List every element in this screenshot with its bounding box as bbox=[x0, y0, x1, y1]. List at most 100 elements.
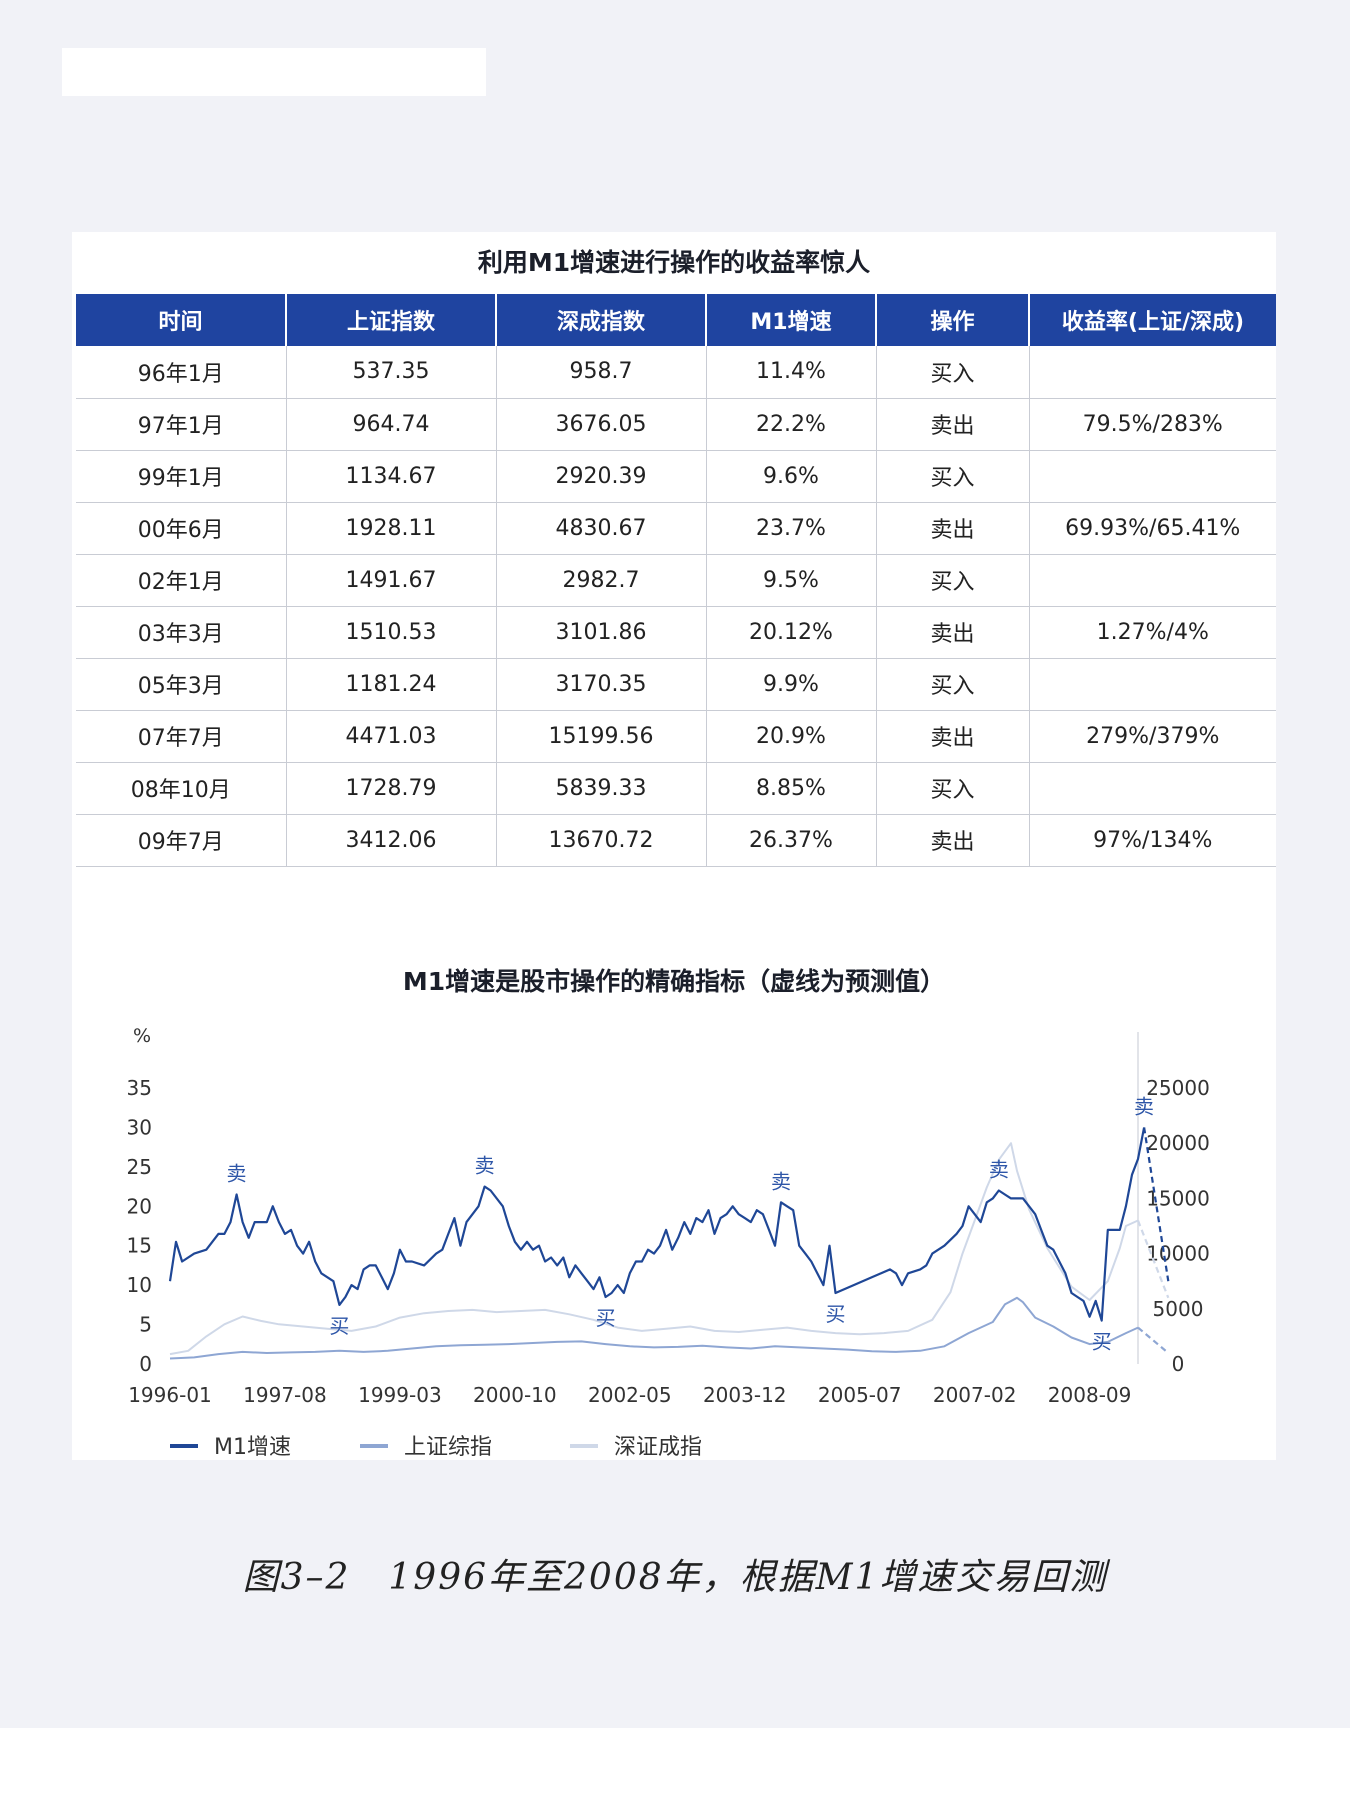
trade-annotation: 卖 bbox=[227, 1161, 247, 1185]
cell-shanghai: 1728.79 bbox=[285, 762, 496, 815]
redacted-header-block bbox=[62, 48, 486, 96]
cell-action: 卖出 bbox=[875, 398, 1029, 451]
cell-time: 97年1月 bbox=[76, 398, 286, 451]
cell-action: 买入 bbox=[875, 554, 1029, 607]
table-header-row: 时间 上证指数 深成指数 M1增速 操作 收益率(上证/深成) bbox=[76, 294, 1276, 346]
legend-label: M1增速 bbox=[214, 1435, 291, 1460]
cell-shenzhen: 958.7 bbox=[495, 346, 706, 399]
right-tick-label: 5000 bbox=[1153, 1297, 1204, 1321]
cell-time: 02年1月 bbox=[76, 554, 286, 607]
series-line-0 bbox=[168, 1127, 1146, 1322]
cell-shenzhen: 2920.39 bbox=[495, 450, 706, 503]
cell-return bbox=[1028, 762, 1276, 815]
left-tick-label: 15 bbox=[127, 1234, 152, 1258]
cell-action: 卖出 bbox=[875, 814, 1029, 867]
cell-return bbox=[1028, 346, 1276, 399]
cell-time: 08年10月 bbox=[76, 762, 286, 815]
cell-shenzhen: 3170.35 bbox=[495, 658, 706, 711]
table-row: 97年1月 964.74 3676.05 22.2% 卖出 79.5%/283% bbox=[76, 398, 1276, 451]
header-m1: M1增速 bbox=[705, 294, 876, 346]
cell-m1: 9.6% bbox=[705, 450, 876, 503]
table-title: 利用M1增速进行操作的收益率惊人 bbox=[477, 248, 871, 277]
right-tick-label: 25000 bbox=[1146, 1076, 1210, 1100]
header-shenzhen: 深成指数 bbox=[495, 294, 706, 346]
trade-annotation: 买 bbox=[1092, 1330, 1112, 1354]
cell-return bbox=[1028, 450, 1276, 503]
cell-shanghai: 3412.06 bbox=[285, 814, 496, 867]
header-return: 收益率(上证/深成) bbox=[1028, 294, 1276, 346]
right-tick-label: 10000 bbox=[1146, 1242, 1210, 1266]
x-tick-label: 1996-01 bbox=[128, 1383, 212, 1407]
cell-shanghai: 1181.24 bbox=[285, 658, 496, 711]
legend-label: 上证综指 bbox=[404, 1435, 492, 1460]
cell-action: 卖出 bbox=[875, 606, 1029, 659]
cell-m1: 22.2% bbox=[705, 398, 876, 451]
cell-shenzhen: 13670.72 bbox=[495, 814, 706, 867]
cell-return bbox=[1028, 554, 1276, 607]
header-action: 操作 bbox=[875, 294, 1029, 346]
cell-action: 卖出 bbox=[875, 502, 1029, 555]
m1-chart: %051015202530350500010000150002000025000… bbox=[127, 1025, 1210, 1460]
cell-action: 买入 bbox=[875, 346, 1029, 399]
x-tick-label: 2007-02 bbox=[933, 1383, 1017, 1407]
trade-annotation: 卖 bbox=[771, 1169, 791, 1193]
legend-label: 深证成指 bbox=[614, 1435, 702, 1460]
cell-shenzhen: 4830.67 bbox=[495, 502, 706, 555]
cell-return: 79.5%/283% bbox=[1028, 398, 1276, 451]
table-row: 08年10月 1728.79 5839.33 8.85% 买入 bbox=[76, 762, 1276, 815]
table-row: 09年7月 3412.06 13670.72 26.37% 卖出 97%/134% bbox=[76, 814, 1276, 867]
series-forecast-2 bbox=[1136, 1220, 1170, 1299]
x-tick-label: 2000-10 bbox=[473, 1383, 557, 1407]
table-row: 03年3月 1510.53 3101.86 20.12% 卖出 1.27%/4% bbox=[76, 606, 1276, 659]
cell-shenzhen: 5839.33 bbox=[495, 762, 706, 815]
cell-shenzhen: 3101.86 bbox=[495, 606, 706, 659]
cell-shanghai: 964.74 bbox=[285, 398, 496, 451]
cell-m1: 20.12% bbox=[705, 606, 876, 659]
returns-table: 时间 上证指数 深成指数 M1增速 操作 收益率(上证/深成) 96年1月 537… bbox=[76, 294, 1276, 867]
figure-caption: 图3–2 1996年至2008年，根据M1增速交易回测 bbox=[242, 1557, 1108, 1598]
left-tick-label: 10 bbox=[127, 1273, 152, 1297]
cell-m1: 23.7% bbox=[705, 502, 876, 555]
table-row: 99年1月 1134.67 2920.39 9.6% 买入 bbox=[76, 450, 1276, 503]
table-row: 96年1月 537.35 958.7 11.4% 买入 bbox=[76, 346, 1276, 399]
cell-m1: 9.5% bbox=[705, 554, 876, 607]
cell-action: 买入 bbox=[875, 762, 1029, 815]
cell-time: 99年1月 bbox=[76, 450, 286, 503]
cell-action: 买入 bbox=[875, 450, 1029, 503]
chart-title: M1增速是股市操作的精确指标（虚线为预测值） bbox=[402, 967, 946, 996]
cell-time: 05年3月 bbox=[76, 658, 286, 711]
cell-return: 69.93%/65.41% bbox=[1028, 502, 1276, 555]
cell-action: 买入 bbox=[875, 658, 1029, 711]
left-tick-label: 5 bbox=[139, 1313, 152, 1337]
cell-time: 00年6月 bbox=[76, 502, 286, 555]
series-line-2 bbox=[169, 1142, 1139, 1356]
trade-annotation: 买 bbox=[596, 1306, 616, 1330]
x-tick-label: 1999-03 bbox=[358, 1383, 442, 1407]
cell-time: 96年1月 bbox=[76, 346, 286, 399]
trade-annotation: 卖 bbox=[1134, 1094, 1154, 1118]
cell-shenzhen: 3676.05 bbox=[495, 398, 706, 451]
cell-shenzhen: 2982.7 bbox=[495, 554, 706, 607]
table-row: 02年1月 1491.67 2982.7 9.5% 买入 bbox=[76, 554, 1276, 607]
left-tick-label: 20 bbox=[127, 1194, 152, 1218]
cell-return bbox=[1028, 658, 1276, 711]
cell-return: 97%/134% bbox=[1028, 814, 1276, 867]
trade-annotation: 买 bbox=[826, 1302, 846, 1326]
cell-return: 279%/379% bbox=[1028, 710, 1276, 763]
left-tick-label: 30 bbox=[127, 1115, 152, 1139]
series-forecast-1 bbox=[1137, 1326, 1170, 1354]
table-row: 05年3月 1181.24 3170.35 9.9% 买入 bbox=[76, 658, 1276, 711]
header-shanghai: 上证指数 bbox=[285, 294, 496, 346]
cell-action: 卖出 bbox=[875, 710, 1029, 763]
cell-return: 1.27%/4% bbox=[1028, 606, 1276, 659]
left-axis-unit: % bbox=[133, 1025, 151, 1047]
x-tick-label: 1997-08 bbox=[243, 1383, 327, 1407]
x-tick-label: 2005-07 bbox=[818, 1383, 902, 1407]
cell-time: 07年7月 bbox=[76, 710, 286, 763]
series-line-1 bbox=[169, 1296, 1139, 1360]
header-time: 时间 bbox=[76, 294, 286, 346]
left-tick-label: 25 bbox=[127, 1155, 152, 1179]
trade-annotation: 买 bbox=[329, 1314, 349, 1338]
cell-time: 09年7月 bbox=[76, 814, 286, 867]
cell-m1: 11.4% bbox=[705, 346, 876, 399]
